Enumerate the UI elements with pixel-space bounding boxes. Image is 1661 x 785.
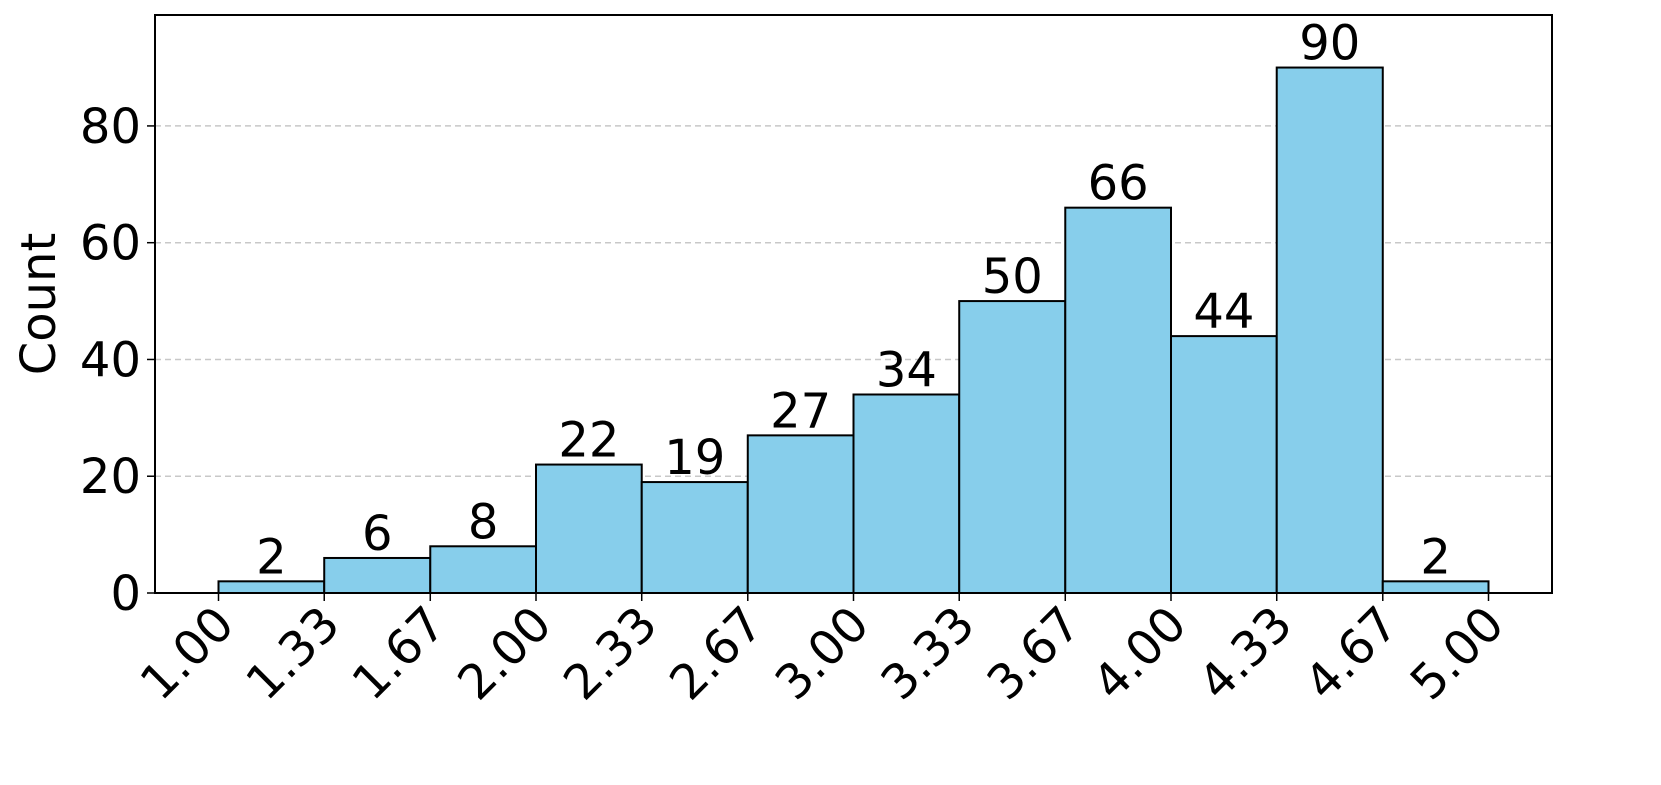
x-tick-label: 2.33 — [553, 596, 668, 711]
value-label: 6 — [362, 506, 393, 562]
x-tick-label: 1.00 — [130, 596, 245, 711]
value-label: 27 — [770, 383, 831, 439]
y-axis-label: Count — [11, 233, 67, 376]
value-label: 66 — [1088, 156, 1149, 212]
bar — [1064, 206, 1172, 595]
x-tick-label: 3.67 — [977, 596, 1092, 711]
bar — [1275, 66, 1384, 594]
x-tick-label: 2.67 — [659, 596, 774, 711]
x-tick-label: 4.33 — [1188, 596, 1303, 711]
bar — [1170, 335, 1278, 594]
bar — [640, 481, 749, 594]
value-label: 44 — [1193, 284, 1254, 340]
y-tick-label: 20 — [80, 449, 141, 505]
x-tick-label: 2.00 — [447, 596, 562, 711]
x-tick-label: 4.67 — [1294, 596, 1409, 711]
y-tick-label: 40 — [80, 332, 141, 388]
y-tick-label: 80 — [80, 99, 141, 155]
x-tick-label: 3.00 — [765, 596, 880, 711]
bar — [323, 556, 432, 595]
value-label: 90 — [1299, 16, 1360, 72]
y-tick-label: 0 — [110, 566, 141, 622]
value-label: 50 — [982, 249, 1043, 305]
value-label: 2 — [1420, 529, 1451, 585]
value-label: 22 — [558, 413, 619, 469]
value-label: 19 — [664, 430, 725, 486]
bar — [535, 463, 643, 594]
bar — [429, 545, 537, 594]
bar — [746, 434, 855, 595]
x-tick-label: 3.33 — [871, 596, 986, 711]
bar — [958, 300, 1067, 594]
value-label: 2 — [256, 529, 287, 585]
y-tick-label: 60 — [80, 216, 141, 272]
x-tick-label: 1.67 — [342, 596, 457, 711]
x-tick-label: 5.00 — [1400, 596, 1515, 711]
x-tick-label: 1.33 — [236, 596, 351, 711]
value-label: 34 — [876, 342, 937, 398]
x-tick-label: 4.00 — [1082, 596, 1197, 711]
bar — [852, 393, 961, 595]
value-label: 8 — [468, 494, 499, 550]
plot-frame — [154, 14, 1553, 594]
